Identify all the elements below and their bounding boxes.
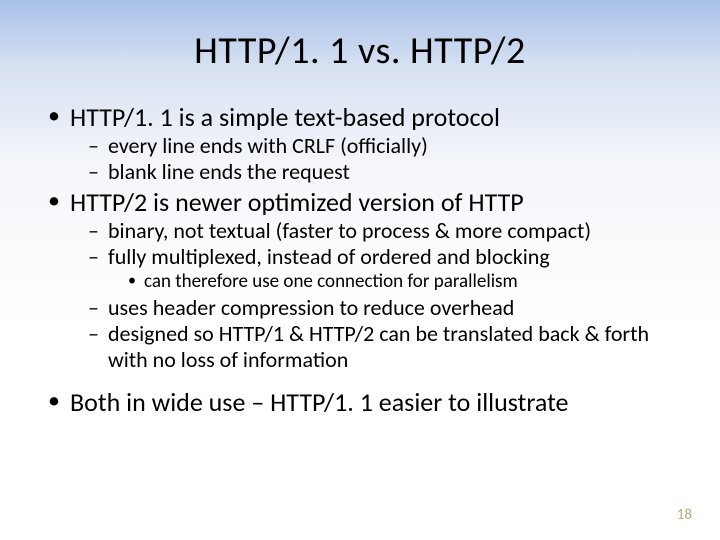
bullet-lvl2: blank line ends the request [88,159,680,185]
bullet-text: Both in wide use – HTTP/1. 1 easier to i… [70,386,568,418]
bullet-text: designed so HTTP/1 & HTTP/2 can be trans… [108,320,649,373]
bullet-lvl2: uses header compression to reduce overhe… [88,295,680,321]
bullet-text: binary, not textual (faster to process &… [108,217,591,244]
bullet-text: can therefore use one connection for par… [144,270,518,293]
bullet-text: HTTP/2 is newer optimized version of HTT… [70,186,524,218]
bullet-text: fully multiplexed, instead of ordered an… [108,243,550,270]
slide-title: HTTP/1. 1 vs. HTTP/2 [40,28,680,74]
bullet-lvl2: fully multiplexed, instead of ordered an… [88,244,680,294]
bullet-lvl1: HTTP/2 is newer optimized version of HTT… [48,187,680,373]
slide: HTTP/1. 1 vs. HTTP/2 HTTP/1. 1 is a simp… [0,0,720,540]
bullet-list-lvl2: binary, not textual (faster to process &… [88,218,680,373]
page-number: 18 [677,506,692,524]
bullet-lvl2: every line ends with CRLF (officially) [88,133,680,159]
bullet-text: blank line ends the request [108,158,350,185]
bullet-text: HTTP/1. 1 is a simple text-based protoco… [70,101,500,133]
bullet-lvl1: Both in wide use – HTTP/1. 1 easier to i… [48,387,680,418]
bullet-text: uses header compression to reduce overhe… [108,294,514,321]
bullet-list-lvl2: every line ends with CRLF (officially) b… [88,133,680,185]
bullet-text: every line ends with CRLF (officially) [108,132,428,159]
bullet-list-lvl1: HTTP/1. 1 is a simple text-based protoco… [48,102,680,418]
bullet-lvl3: can therefore use one connection for par… [128,271,680,294]
bullet-lvl2: binary, not textual (faster to process &… [88,218,680,244]
slide-content: HTTP/1. 1 is a simple text-based protoco… [40,102,680,418]
bullet-lvl2: designed so HTTP/1 & HTTP/2 can be trans… [88,321,680,373]
bullet-list-lvl3: can therefore use one connection for par… [128,271,680,294]
bullet-lvl1: HTTP/1. 1 is a simple text-based protoco… [48,102,680,185]
